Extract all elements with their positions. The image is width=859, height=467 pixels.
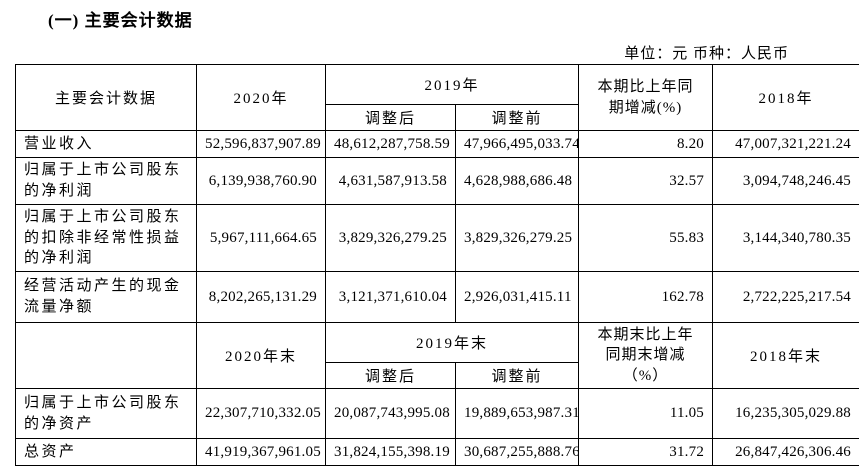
header-2018-end: 2018年末 [712, 322, 859, 390]
value-change-pct: 8.20 [578, 130, 714, 158]
metric-label: 经营活动产生的现金流量净额 [15, 271, 197, 324]
value-2019-end-adjusted: 31,824,155,398.19 [325, 438, 456, 467]
value-2020: 5,967,111,664.65 [196, 203, 326, 273]
value-2018: 3,144,340,780.35 [712, 203, 859, 273]
value-end-change-pct: 11.05 [578, 388, 714, 440]
header-2020: 2020年 [196, 64, 326, 131]
value-end-change-pct: 31.72 [578, 438, 714, 467]
value-2018: 3,094,748,246.45 [712, 157, 859, 205]
value-2020: 8,202,265,131.29 [196, 271, 326, 324]
header-metric-label: 主要会计数据 [15, 64, 197, 131]
header-change-pct-text: 本期比上年同期增减(%) [597, 79, 694, 116]
metric-label: 归属于上市公司股东的扣除非经常性损益的净利润 [15, 203, 197, 273]
value-2019-end-adjusted: 20,087,743,995.08 [325, 388, 456, 440]
header-2019: 2019年 [324, 64, 580, 105]
table-row: 经营活动产生的现金流量净额 8,202,265,131.29 3,121,371… [15, 271, 859, 324]
key-accounting-data-table: 主要会计数据 2020年 2019年 本期比上年同期增减(%) 2018年 调整… [15, 64, 859, 467]
value-2019-original: 47,966,495,033.74 [454, 130, 580, 158]
value-2020: 52,596,837,907.89 [196, 130, 326, 158]
metric-label: 营业收入 [15, 130, 197, 158]
header-2019-end: 2019年末 [324, 322, 580, 364]
value-change-pct: 162.78 [578, 271, 714, 324]
metric-label: 归属于上市公司股东的净利润 [15, 157, 197, 205]
metric-label: 归属于上市公司股东的净资产 [15, 388, 197, 440]
value-2019-adjusted: 48,612,287,758.59 [325, 130, 456, 158]
value-change-pct: 32.57 [578, 157, 714, 205]
value-2019-adjusted: 3,829,326,279.25 [325, 203, 456, 273]
value-2020-end: 41,919,367,961.05 [196, 438, 326, 467]
header-adjusted-after: 调整后 [325, 362, 456, 390]
value-2020-end: 22,307,710,332.05 [196, 388, 326, 440]
table-row: 调整后 调整前 [16, 362, 859, 390]
table-row: 2020年末 2019年末 本期末比上年同期末增减（%） 2018年末 [15, 322, 859, 390]
value-2018-end: 16,235,305,029.88 [712, 388, 859, 440]
table-row: 归属于上市公司股东的净利润 6,139,938,760.90 4,631,587… [15, 157, 859, 205]
value-2019-end-original: 19,889,653,987.31 [454, 388, 580, 440]
header-2020-end: 2020年末 [196, 322, 326, 390]
header-metric-label-blank [15, 322, 197, 390]
metric-label: 总资产 [15, 438, 197, 467]
table-row: 调整后 调整前 [16, 104, 859, 131]
value-2019-original: 2,926,031,415.11 [454, 271, 580, 324]
value-change-pct: 55.83 [578, 203, 714, 273]
header-adjusted-before: 调整前 [454, 362, 580, 390]
value-2018: 47,007,321,221.24 [712, 130, 859, 158]
table-row: 归属于上市公司股东的净资产 22,307,710,332.05 20,087,7… [15, 388, 859, 440]
table-row: 总资产 41,919,367,961.05 31,824,155,398.19 … [15, 438, 859, 467]
header-end-change-pct-text: 本期末比上年同期末增减（%） [597, 327, 694, 384]
section-heading: (一) 主要会计数据 [48, 11, 193, 30]
value-2020: 6,139,938,760.90 [196, 157, 326, 205]
value-2019-adjusted: 3,121,371,610.04 [325, 271, 456, 324]
header-2018: 2018年 [712, 64, 859, 131]
header-adjusted-before: 调整前 [454, 104, 580, 131]
value-2018: 2,722,225,217.54 [712, 271, 859, 324]
header-adjusted-after: 调整后 [325, 104, 456, 131]
value-2018-end: 26,847,426,306.46 [712, 438, 859, 467]
value-2019-end-original: 30,687,255,888.76 [454, 438, 580, 467]
unit-currency-note: 单位：元 币种：人民币 [624, 46, 789, 62]
value-2019-original: 4,628,988,686.48 [454, 157, 580, 205]
value-2019-adjusted: 4,631,587,913.58 [325, 157, 456, 205]
value-2019-original: 3,829,326,279.25 [454, 203, 580, 273]
table-row: 营业收入 52,596,837,907.89 48,612,287,758.59… [15, 130, 859, 158]
header-end-change-pct: 本期末比上年同期末增减（%） [578, 322, 714, 390]
table-row: 归属于上市公司股东的扣除非经常性损益的净利润 5,967,111,664.65 … [15, 203, 859, 273]
table-row: 主要会计数据 2020年 2019年 本期比上年同期增减(%) 2018年 [15, 64, 859, 131]
header-change-pct: 本期比上年同期增减(%) [578, 64, 714, 131]
